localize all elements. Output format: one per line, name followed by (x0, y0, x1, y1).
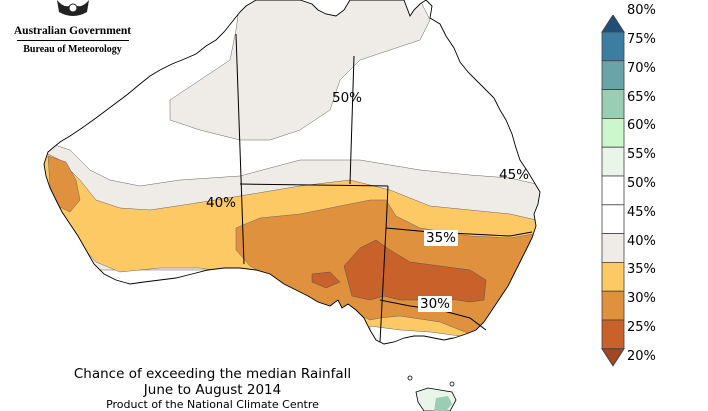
legend-label: 50% (627, 176, 656, 191)
legend-swatch (601, 261, 625, 292)
band-55-south (429, 337, 481, 344)
border-qld-sa (385, 185, 389, 231)
legend-label: 20% (627, 348, 656, 364)
legend-label: 75% (627, 32, 656, 47)
border-nt-sa (239, 183, 389, 187)
legend-label: 35% (627, 262, 656, 278)
color-legend: 80% 75% 70% 65% 60% 55% 50% 45% 40% 35% 30% 25% 20% (600, 4, 700, 395)
legend-arrow-top (601, 15, 625, 33)
band-35-west (47, 155, 81, 213)
agency-name: Bureau of Meteorology (23, 44, 122, 55)
border-nsw (385, 227, 533, 237)
coat-of-arms-icon (56, 0, 89, 16)
map-label-45: 45% (499, 167, 530, 183)
legend-label: 55% (627, 147, 656, 163)
legend-swatch (601, 89, 625, 119)
government-name: Australian Government (13, 25, 132, 37)
legend-label: 65% (627, 89, 656, 105)
legend-label: 40% (627, 233, 656, 249)
band-30-small (311, 271, 341, 289)
legend-label: 70% (627, 60, 656, 76)
map-label-30: 30% (418, 296, 453, 312)
caption-source: Product of the National Climate Centre (106, 398, 319, 411)
logo-divider (16, 40, 129, 41)
legend-swatch (601, 146, 625, 177)
legend-label: 45% (627, 204, 656, 220)
map-label-35: 35% (424, 230, 459, 246)
australia-rainfall-map (43, 0, 541, 411)
legend-swatch (601, 60, 625, 90)
caption-period: June to August 2014 (143, 382, 282, 398)
legend-swatch (601, 290, 625, 321)
bom-logo: Australian Government Bureau of Meteorol… (10, 0, 135, 56)
legend-label: 25% (627, 320, 656, 335)
map-label-40: 40% (206, 195, 237, 211)
border-nt-qld (349, 55, 355, 185)
legend-colorbar (601, 15, 625, 367)
border-sa-vic (379, 227, 387, 343)
legend-swatch (601, 31, 625, 62)
legend-label: 30% (627, 291, 656, 307)
border-wa (235, 33, 245, 265)
caption-title: Chance of exceeding the median Rainfall (73, 366, 352, 382)
legend-swatch (601, 175, 625, 206)
legend-swatch (601, 204, 625, 235)
legend-swatch (601, 118, 625, 148)
legend-arrow-bottom (601, 348, 625, 367)
map-label-50: 50% (332, 90, 363, 106)
legend-label: 60% (627, 118, 656, 134)
legend-swatch (601, 319, 625, 350)
band-45-north (169, 0, 431, 141)
band-45-south (369, 325, 540, 344)
legend-swatch (601, 233, 625, 263)
tasmania-green (434, 396, 452, 411)
legend-label: 80% (627, 3, 656, 19)
